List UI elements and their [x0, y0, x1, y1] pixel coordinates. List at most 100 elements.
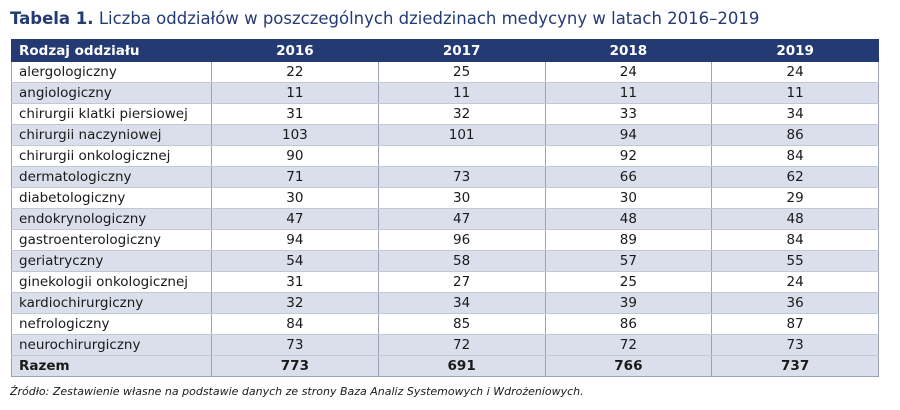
table-cell: 34 [711, 103, 879, 125]
table-cell: 24 [711, 271, 879, 293]
table-cell: 90 [211, 145, 379, 167]
table-cell: 73 [377, 166, 546, 188]
table-cell: 84 [211, 313, 379, 335]
table-cell: 72 [377, 334, 546, 356]
table-cell: 48 [711, 208, 879, 230]
row-label: ginekologii onkologicznej [11, 271, 212, 293]
total-cell: 737 [711, 355, 879, 377]
table-cell: 103 [211, 124, 379, 146]
row-label: nefrologiczny [11, 313, 212, 335]
total-row: Razem 773 691 766 737 [11, 355, 879, 377]
table-row: geriatryczny 54 58 57 55 [11, 250, 879, 272]
table-cell: 11 [711, 82, 879, 104]
table-cell: 86 [544, 313, 713, 335]
table-row: chirurgii klatki piersiowej 31 32 33 34 [11, 103, 879, 125]
table-title-text: Liczba oddziałów w poszczególnych dziedz… [98, 9, 760, 28]
table-cell: 47 [377, 208, 546, 230]
table-cell: 84 [711, 229, 879, 251]
table-cell: 22 [211, 61, 379, 83]
table-cell: 48 [544, 208, 713, 230]
total-cell: 766 [544, 355, 713, 377]
table-row: alergologiczny 22 25 24 24 [11, 61, 879, 83]
table-cell: 96 [377, 229, 546, 251]
table-cell: 47 [211, 208, 379, 230]
table-cell: 30 [544, 187, 713, 209]
row-label: alergologiczny [11, 61, 212, 83]
table-cell: 25 [377, 61, 546, 83]
row-label: diabetologiczny [11, 187, 212, 209]
row-label: kardiochirurgiczny [11, 292, 212, 314]
table-cell: 39 [544, 292, 713, 314]
row-label: angiologiczny [11, 82, 212, 104]
column-header: 2018 [544, 39, 713, 62]
table-cell: 31 [211, 103, 379, 125]
table-title: Tabela 1. Liczba oddziałów w poszczególn… [10, 9, 759, 28]
table-cell: 94 [544, 124, 713, 146]
table-cell: 32 [377, 103, 546, 125]
total-cell: 691 [377, 355, 546, 377]
table-cell: 101 [377, 124, 546, 146]
table-cell: 57 [544, 250, 713, 272]
table-cell: 11 [544, 82, 713, 104]
table-cell: 31 [211, 271, 379, 293]
table-row: nefrologiczny 84 85 86 87 [11, 313, 879, 335]
table-cell: 86 [711, 124, 879, 146]
table-cell: 30 [377, 187, 546, 209]
table-cell: 94 [211, 229, 379, 251]
row-label: chirurgii klatki piersiowej [11, 103, 212, 125]
table-cell: 73 [211, 334, 379, 356]
row-label: endokrynologiczny [11, 208, 212, 230]
table-cell: 11 [211, 82, 379, 104]
table-row: diabetologiczny 30 30 30 29 [11, 187, 879, 209]
table-row: chirurgii naczyniowej 103 101 94 86 [11, 124, 879, 146]
table-cell: 27 [377, 271, 546, 293]
table-row: endokrynologiczny 47 47 48 48 [11, 208, 879, 230]
table-cell: 73 [711, 334, 879, 356]
row-label: gastroenterologiczny [11, 229, 212, 251]
data-table: Rodzaj oddziału 2016 2017 2018 2019 aler… [11, 39, 879, 377]
row-label: dermatologiczny [11, 166, 212, 188]
table-body: alergologiczny 22 25 24 24 angiologiczny 11 11 1… [11, 61, 879, 377]
table-cell: 71 [211, 166, 379, 188]
table-row: dermatologiczny 71 73 66 62 [11, 166, 879, 188]
total-cell: 773 [211, 355, 379, 377]
table-cell: 72 [544, 334, 713, 356]
table-row: neurochirurgiczny 73 72 72 73 [11, 334, 879, 356]
table-cell: 55 [711, 250, 879, 272]
table-cell: 54 [211, 250, 379, 272]
table-cell: 85 [377, 313, 546, 335]
column-header: 2016 [211, 39, 379, 62]
table-cell: 34 [377, 292, 546, 314]
table-cell [377, 145, 546, 167]
table-cell: 30 [211, 187, 379, 209]
column-header: 2019 [711, 39, 879, 62]
table-row: kardiochirurgiczny 32 34 39 36 [11, 292, 879, 314]
table-cell: 29 [711, 187, 879, 209]
table-cell: 11 [377, 82, 546, 104]
table-row: ginekologii onkologicznej 31 27 25 24 [11, 271, 879, 293]
table-cell: 24 [544, 61, 713, 83]
row-label: geriatryczny [11, 250, 212, 272]
table-cell: 36 [711, 292, 879, 314]
column-header: 2017 [377, 39, 546, 62]
table-cell: 92 [544, 145, 713, 167]
table-row: gastroenterologiczny 94 96 89 84 [11, 229, 879, 251]
table-cell: 89 [544, 229, 713, 251]
table-row: chirurgii onkologicznej 90 92 84 [11, 145, 879, 167]
total-label: Razem [11, 355, 212, 377]
source-note: Źródło: Zestawienie własne na podstawie … [10, 385, 584, 398]
table-title-label: Tabela 1. [10, 9, 94, 28]
table-cell: 25 [544, 271, 713, 293]
table-cell: 24 [711, 61, 879, 83]
table-cell: 66 [544, 166, 713, 188]
row-label: chirurgii onkologicznej [11, 145, 212, 167]
row-label: neurochirurgiczny [11, 334, 212, 356]
header-row: Rodzaj oddziału 2016 2017 2018 2019 [11, 39, 879, 62]
column-header: Rodzaj oddziału [11, 39, 212, 62]
table-cell: 58 [377, 250, 546, 272]
table-cell: 84 [711, 145, 879, 167]
table-cell: 33 [544, 103, 713, 125]
table-cell: 62 [711, 166, 879, 188]
row-label: chirurgii naczyniowej [11, 124, 212, 146]
